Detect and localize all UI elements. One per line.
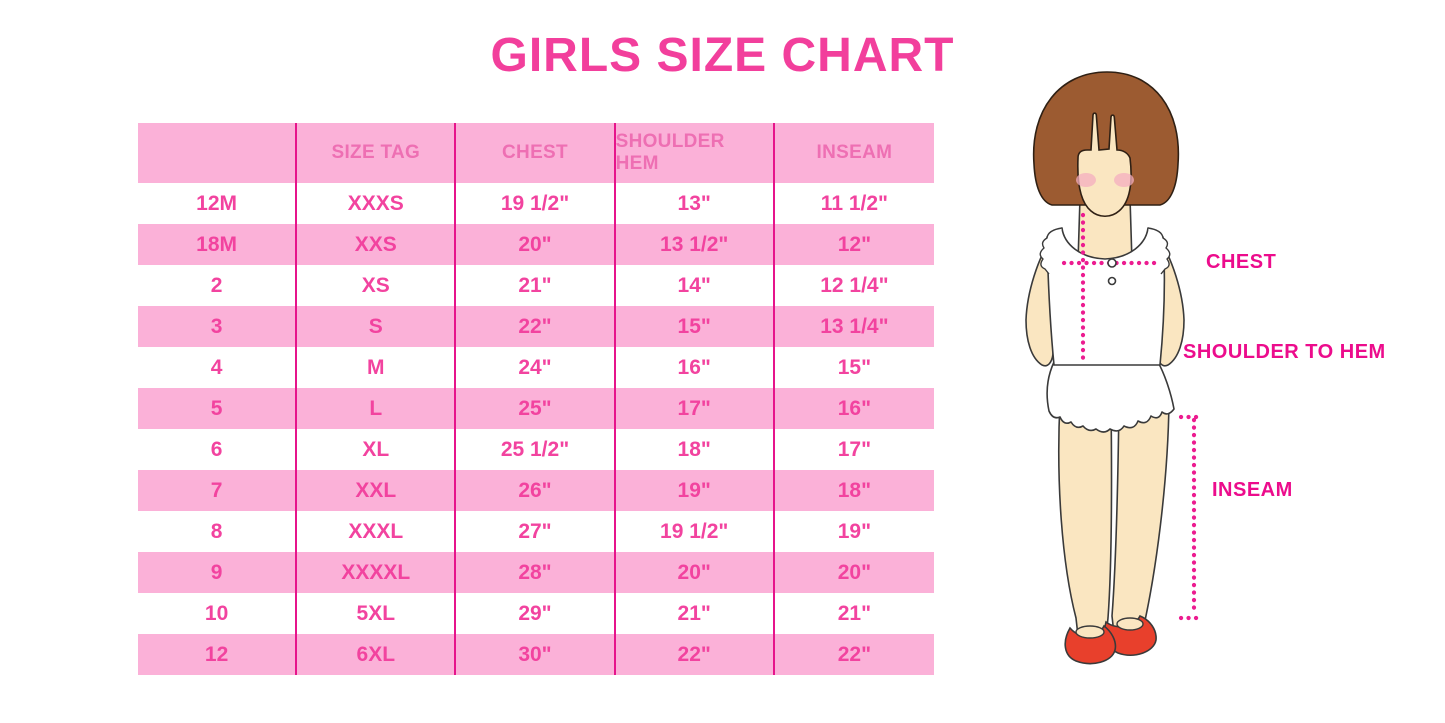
column-header-shoulder-hem: SHOULDER HEM	[616, 123, 775, 183]
table-cell: 25"	[456, 388, 616, 429]
table-cell: 26"	[456, 470, 616, 511]
girl-blush-right	[1114, 173, 1134, 187]
table-cell: 5XL	[297, 593, 457, 634]
table-cell: 18"	[837, 478, 872, 502]
table-cell: 14"	[616, 265, 775, 306]
table-cell: 30"	[456, 634, 616, 675]
table-cell: 16"	[616, 347, 775, 388]
girl-top-button-1	[1107, 258, 1117, 268]
table-cell: 19 1/2"	[456, 183, 616, 224]
table-row: 5 L 25" 17" 16"	[138, 388, 934, 429]
inseam-measurement-label: INSEAM	[1212, 479, 1293, 501]
table-cell: 5	[138, 388, 298, 429]
table-cell: 18"	[616, 429, 775, 470]
table-cell: 20"	[456, 224, 616, 265]
shoulder-to-hem-measurement-label: SHOULDER TO HEM	[1183, 341, 1386, 363]
table-row: 12M XXXS 19 1/2" 13" 11 1/2"	[138, 183, 934, 224]
table-cell: 20"	[616, 552, 775, 593]
girl-blush-left	[1076, 173, 1096, 187]
table-cell: 6XL	[297, 634, 457, 675]
table-cell: 20"	[837, 560, 872, 584]
table-cell: 28"	[456, 552, 616, 593]
table-cell: 29"	[456, 593, 616, 634]
girl-leg-right	[1111, 401, 1170, 635]
table-cell: M	[297, 347, 457, 388]
girl-skirt	[1046, 361, 1175, 433]
girl-leg-left	[1057, 401, 1113, 637]
table-cell: 15"	[837, 355, 872, 379]
table-cell: XS	[297, 265, 457, 306]
table-cell: 12	[138, 634, 298, 675]
table-cell: 12 1/4"	[820, 273, 889, 297]
girl-figure-illustration	[1025, 71, 1206, 665]
table-cell: 19"	[616, 470, 775, 511]
table-cell: 19 1/2"	[616, 511, 775, 552]
table-row: 9 XXXXL 28" 20" 20"	[138, 552, 934, 593]
chest-measurement-label: CHEST	[1206, 251, 1277, 273]
table-cell: XXL	[297, 470, 457, 511]
table-cell: XXXL	[297, 511, 457, 552]
girl-shoe-right-opening	[1116, 617, 1144, 631]
table-cell: 21"	[456, 265, 616, 306]
table-cell: 17"	[616, 388, 775, 429]
table-cell: 4	[138, 347, 298, 388]
girl-ruffle-left	[1039, 227, 1063, 275]
table-cell: S	[297, 306, 457, 347]
table-cell: 22"	[837, 642, 872, 666]
table-cell: 13"	[616, 183, 775, 224]
table-cell: 11 1/2"	[820, 191, 888, 215]
table-cell: 17"	[837, 437, 872, 461]
size-table: SIZE TAG CHEST SHOULDER HEM INSEAM 12M X…	[138, 123, 934, 675]
column-header-blank	[138, 123, 298, 183]
table-cell: 19"	[837, 519, 872, 543]
table-cell: 21"	[616, 593, 775, 634]
table-row: 8 XXXL 27" 19 1/2" 19"	[138, 511, 934, 552]
table-cell: XXS	[297, 224, 457, 265]
table-cell: 21"	[837, 601, 872, 625]
page-title: GIRLS SIZE CHART	[490, 29, 955, 82]
table-row: 2 XS 21" 14" 12 1/4"	[138, 265, 934, 306]
column-header-size-tag: SIZE TAG	[297, 123, 457, 183]
table-row: 6 XL 25 1/2" 18" 17"	[138, 429, 934, 470]
table-row: 12 6XL 30" 22" 22"	[138, 634, 934, 675]
table-cell: 6	[138, 429, 298, 470]
girl-face	[1077, 112, 1132, 218]
table-cell: 25 1/2"	[456, 429, 616, 470]
table-cell: XL	[297, 429, 457, 470]
table-cell: XXXXL	[297, 552, 457, 593]
table-cell: XXXS	[297, 183, 457, 224]
table-cell: 13 1/2"	[616, 224, 775, 265]
table-cell: 22"	[616, 634, 775, 675]
table-cell: 8	[138, 511, 298, 552]
table-cell: 27"	[456, 511, 616, 552]
table-cell: 12M	[138, 183, 298, 224]
table-cell: 10	[138, 593, 298, 634]
column-header-chest: CHEST	[456, 123, 616, 183]
table-row: 3 S 22" 15" 13 1/4"	[138, 306, 934, 347]
table-cell: 3	[138, 306, 298, 347]
girl-hair	[1032, 71, 1180, 206]
table-row: 7 XXL 26" 19" 18"	[138, 470, 934, 511]
girl-ruffle-right	[1147, 227, 1171, 275]
table-cell: 9	[138, 552, 298, 593]
table-cell: 2	[138, 265, 298, 306]
table-cell: L	[297, 388, 457, 429]
table-cell: 16"	[837, 396, 872, 420]
table-row: 4 M 24" 16" 15"	[138, 347, 934, 388]
girl-top-button-2	[1107, 276, 1117, 286]
table-cell: 13 1/4"	[820, 314, 889, 338]
column-header-inseam: INSEAM	[816, 142, 893, 163]
table-cell: 22"	[456, 306, 616, 347]
table-cell: 15"	[616, 306, 775, 347]
table-row: 18M XXS 20" 13 1/2" 12"	[138, 224, 934, 265]
table-row: 10 5XL 29" 21" 21"	[138, 593, 934, 634]
girl-shoe-left-opening	[1075, 625, 1105, 639]
table-cell: 7	[138, 470, 298, 511]
table-header-row: SIZE TAG CHEST SHOULDER HEM INSEAM	[138, 123, 934, 183]
table-cell: 18M	[138, 224, 298, 265]
table-cell: 24"	[456, 347, 616, 388]
table-cell: 12"	[837, 232, 872, 256]
